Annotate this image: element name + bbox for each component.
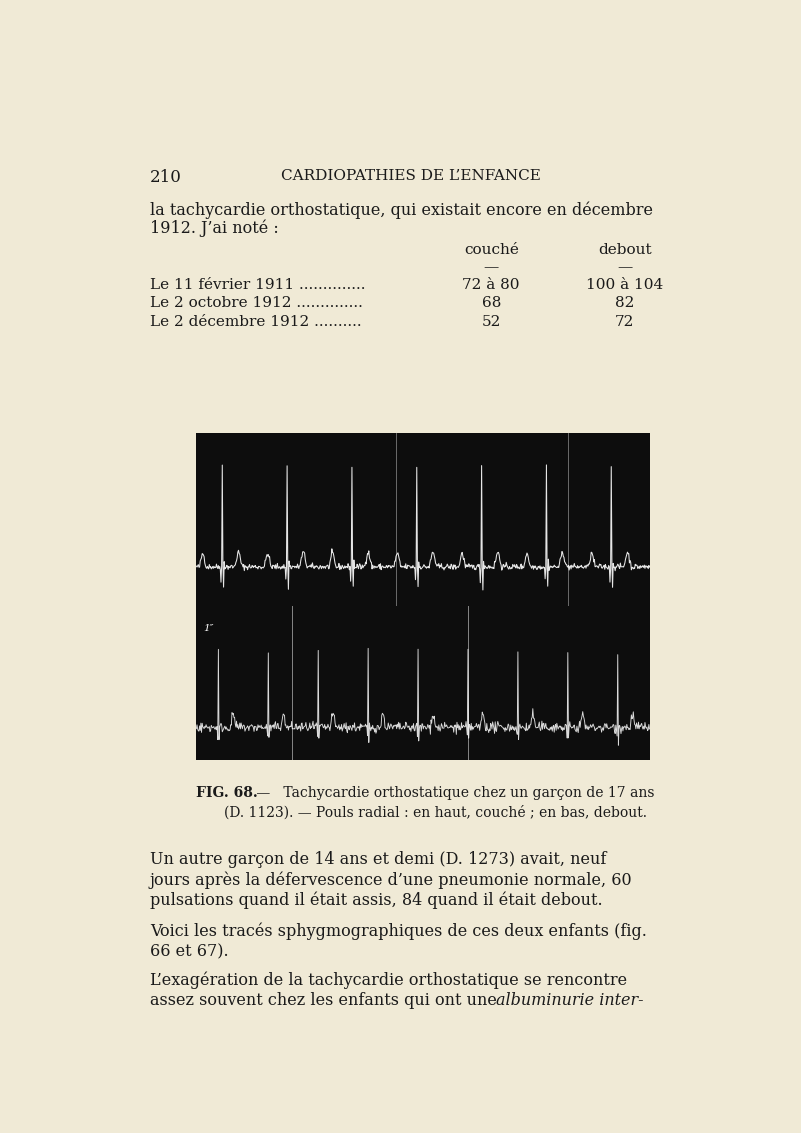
Text: 1912. J’ai noté :: 1912. J’ai noté : [150, 220, 279, 237]
Text: (D. 1123). — Pouls radial : en haut, couché ; en bas, debout.: (D. 1123). — Pouls radial : en haut, cou… [224, 806, 647, 819]
Text: —: — [484, 259, 499, 274]
Text: 66 et 67).: 66 et 67). [150, 943, 228, 960]
Text: couché: couché [464, 244, 519, 257]
Text: albuminurie inter-: albuminurie inter- [496, 991, 644, 1008]
Text: la tachycardie orthostatique, qui existait encore en décembre: la tachycardie orthostatique, qui exista… [150, 202, 653, 219]
Text: 52: 52 [481, 315, 501, 329]
Text: pulsations quand il était assis, 84 quand il était debout.: pulsations quand il était assis, 84 quan… [150, 892, 602, 909]
Bar [196, 433, 650, 760]
Text: 72 à 80: 72 à 80 [462, 279, 520, 292]
Text: 72: 72 [615, 315, 634, 329]
Text: CARDIOPATHIES DE L’ENFANCE: CARDIOPATHIES DE L’ENFANCE [280, 169, 541, 184]
Text: 100 à 104: 100 à 104 [586, 279, 663, 292]
Text: debout: debout [598, 244, 651, 257]
Text: —: — [617, 259, 632, 274]
Text: FIG. 68.: FIG. 68. [196, 786, 258, 800]
Text: Le 2 octobre 1912 ..............: Le 2 octobre 1912 .............. [150, 297, 363, 310]
Text: jours après la défervescence d’une pneumonie normale, 60: jours après la défervescence d’une pneum… [150, 871, 633, 889]
Text: L’exagération de la tachycardie orthostatique se rencontre: L’exagération de la tachycardie orthosta… [150, 972, 627, 989]
Text: —   Tachycardie orthostatique chez un garçon de 17 ans: — Tachycardie orthostatique chez un garç… [252, 786, 654, 800]
Text: 68: 68 [481, 297, 501, 310]
Text: Le 2 décembre 1912 ..........: Le 2 décembre 1912 .......... [150, 315, 361, 329]
Text: 82: 82 [615, 297, 634, 310]
Text: Un autre garçon de 14 ans et demi (D. 1273) avait, neuf: Un autre garçon de 14 ans et demi (D. 12… [150, 851, 606, 868]
Text: assez souvent chez les enfants qui ont une: assez souvent chez les enfants qui ont u… [150, 991, 501, 1008]
Text: 210: 210 [150, 169, 182, 186]
Text: Le 11 février 1911 ..............: Le 11 février 1911 .............. [150, 279, 365, 292]
Text: Voici les tracés sphygmographiques de ces deux enfants (fig.: Voici les tracés sphygmographiques de ce… [150, 923, 646, 940]
